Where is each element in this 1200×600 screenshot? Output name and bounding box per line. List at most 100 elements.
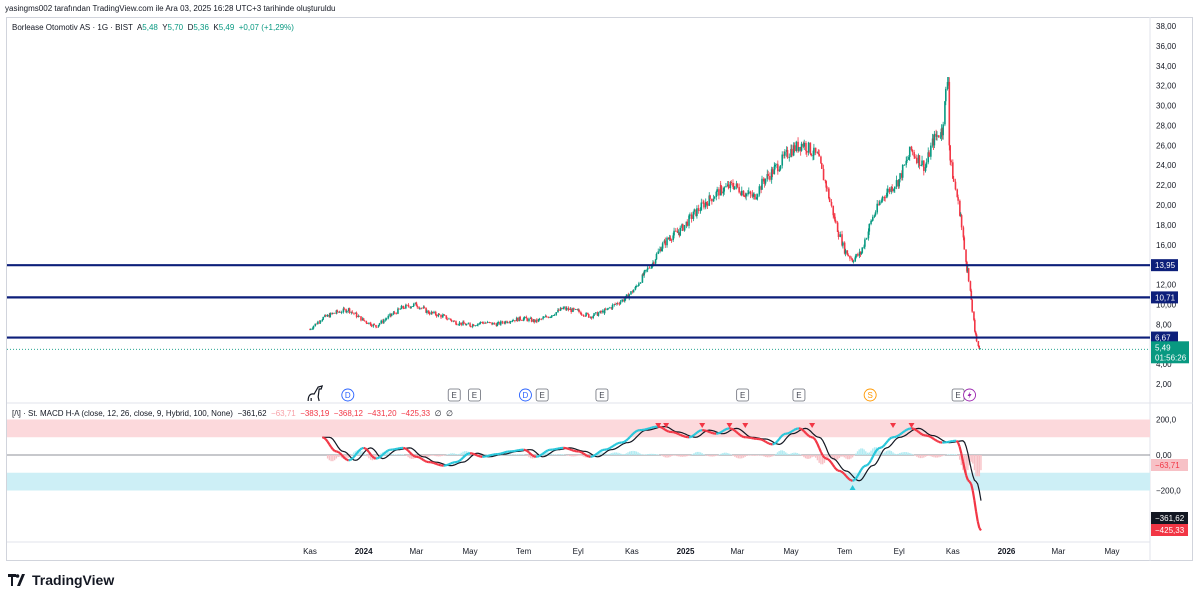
candle-body: [906, 159, 908, 161]
macd-line-segment: [722, 429, 726, 432]
candle-body: [340, 312, 343, 313]
candle-body: [420, 307, 423, 309]
macd-histogram-bar: [398, 454, 401, 455]
candle-body: [410, 306, 412, 308]
candle-body: [736, 183, 739, 188]
macd-histogram-bar: [794, 452, 797, 455]
macd-histogram-bar: [661, 455, 663, 456]
candle-body: [913, 152, 915, 157]
macd-histogram-bar: [546, 452, 549, 455]
macd-signal-label-bg: [1151, 524, 1188, 536]
macd-histogram-bar: [622, 454, 624, 455]
candle-body: [326, 314, 329, 317]
candle-body: [448, 318, 450, 320]
macd-line-segment: [955, 439, 959, 444]
candle-body: [868, 223, 871, 232]
macd-line-segment: [612, 444, 616, 448]
macd-line-segment: [961, 460, 966, 470]
macd-histogram-bar: [814, 455, 817, 458]
candle-body: [309, 329, 311, 331]
candle-body: [718, 189, 720, 196]
candle-body: [616, 303, 618, 305]
candle-body: [427, 310, 430, 314]
macd-histogram-bar: [973, 455, 976, 471]
macd-line-segment: [694, 431, 698, 435]
macd-histogram-bar: [766, 455, 768, 458]
macd-line-segment: [974, 511, 979, 522]
candle-body: [389, 313, 391, 316]
candle-body: [754, 194, 756, 200]
macd-histogram-bar: [699, 452, 702, 455]
macd-title[interactable]: [/\] · St. MACD H-A (close, 12, 26, clos…: [12, 409, 233, 418]
candle-body: [825, 181, 827, 188]
candle-body: [547, 316, 550, 318]
macd-histogram-bar: [577, 455, 579, 456]
macd-line-segment: [476, 454, 480, 458]
macd-histogram-bar: [832, 455, 834, 460]
candle-body: [387, 315, 390, 319]
macd-line-segment: [780, 434, 784, 438]
macd-histogram-bar: [801, 455, 803, 456]
macd-histogram-bar: [752, 455, 755, 456]
earnings-marker-label: E: [539, 391, 544, 400]
macd-line-segment: [369, 453, 374, 458]
macd-histogram-bar: [448, 453, 450, 455]
macd-line-segment: [813, 437, 817, 442]
macd-histogram-bar: [952, 454, 954, 455]
candle-body: [358, 315, 361, 317]
candle-body: [954, 181, 957, 190]
macd-histogram-bar: [569, 455, 571, 457]
macd-line-segment: [383, 451, 387, 455]
candle-body: [883, 196, 886, 198]
macd-tick-label: 0,00: [1156, 451, 1172, 460]
news-flash-bolt: [967, 391, 972, 399]
price-tick-label: 8,00: [1156, 320, 1172, 329]
macd-line-segment: [691, 434, 695, 438]
symbol-name[interactable]: Borlease Otomotiv AS · 1G · BIST: [12, 23, 133, 32]
macd-line-segment: [357, 448, 362, 452]
time-tick-label: Eyl: [894, 547, 905, 556]
macd-histogram-bar: [926, 455, 928, 456]
macd-v4: −368,12: [333, 409, 363, 418]
candle-body: [769, 175, 771, 180]
macd-line-segment: [579, 450, 583, 454]
macd-line-segment: [737, 432, 741, 436]
price-tick-label: 4,00: [1156, 360, 1172, 369]
macd-line-segment: [337, 450, 341, 455]
candle-body: [974, 331, 977, 335]
macd-line-segment: [609, 446, 612, 450]
candle-body: [573, 308, 575, 310]
candle-body: [610, 307, 613, 309]
macd-line-segment: [763, 439, 767, 443]
tradingview-logo[interactable]: TradingView: [8, 572, 114, 589]
candle-body: [646, 269, 648, 271]
candle-body: [742, 190, 745, 197]
candle-body: [936, 135, 938, 137]
candle-body: [661, 243, 664, 249]
macd-histogram-bar: [375, 455, 377, 459]
macd-histogram-bar: [735, 455, 738, 458]
macd-line-segment: [581, 451, 585, 455]
macd-histogram-bar: [457, 454, 459, 455]
candle-body: [767, 174, 769, 176]
macd-histogram-bar: [882, 453, 884, 455]
countdown-label: 01:56:26: [1155, 353, 1187, 362]
candle-body: [467, 323, 470, 325]
macd-histogram-bar: [607, 454, 609, 455]
macd-histogram-bar: [778, 451, 780, 455]
candle-body: [412, 306, 414, 307]
price-tick-label: 24,00: [1156, 161, 1177, 170]
candle-body: [525, 316, 528, 319]
candle-body: [745, 193, 747, 197]
macd-line-segment: [960, 453, 965, 462]
macd-histogram-bar: [803, 455, 805, 458]
macd-line-segment: [840, 470, 844, 474]
macd-line-segment: [666, 429, 670, 433]
macd-histogram-bar: [526, 455, 528, 457]
macd-line-segment: [571, 448, 574, 452]
candle-body: [679, 227, 682, 236]
candle-body: [361, 318, 364, 321]
time-tick-label: Mar: [1051, 547, 1065, 556]
candle-body: [580, 312, 582, 315]
